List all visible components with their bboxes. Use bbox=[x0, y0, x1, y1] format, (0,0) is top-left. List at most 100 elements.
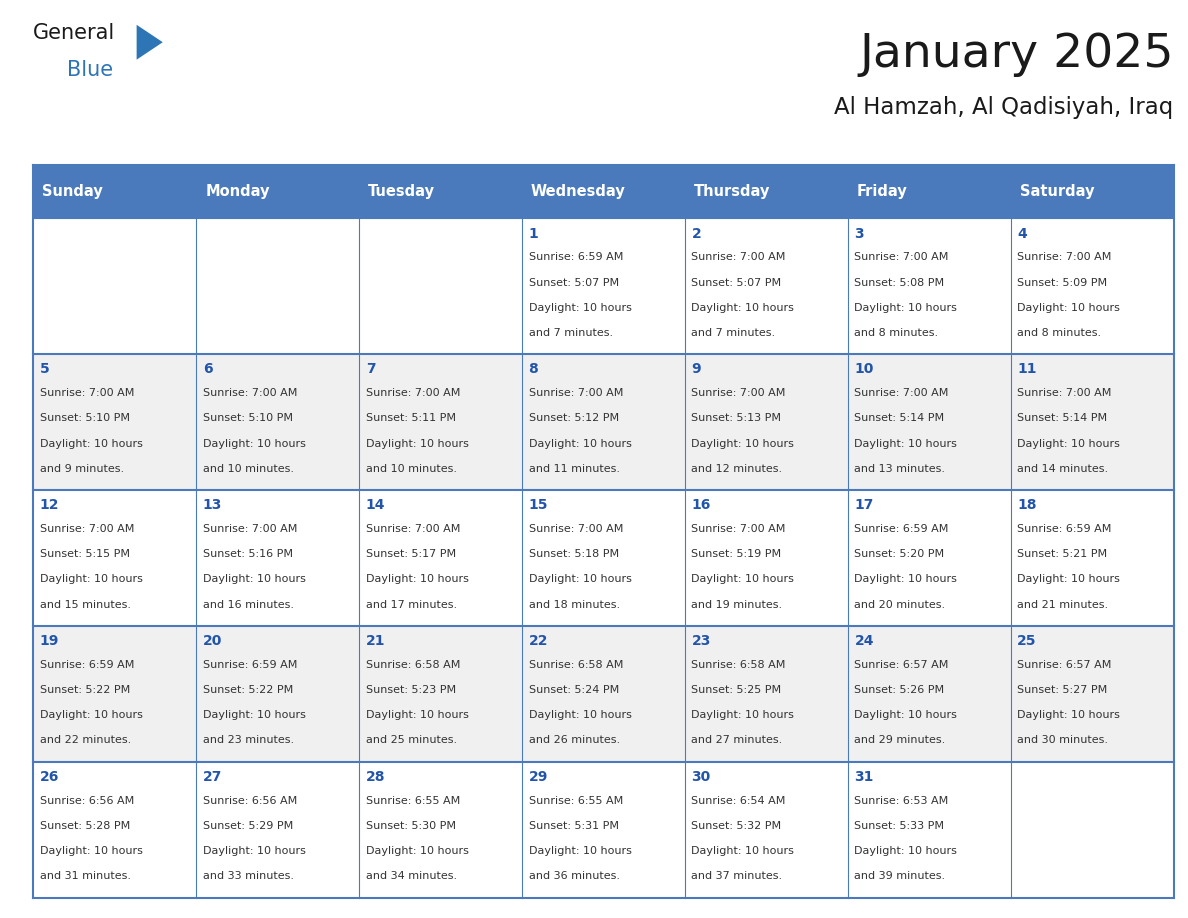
Bar bbox=[522, 490, 685, 626]
Bar bbox=[522, 218, 685, 354]
Text: Sunset: 5:26 PM: Sunset: 5:26 PM bbox=[854, 685, 944, 695]
Text: Sunrise: 7:00 AM: Sunrise: 7:00 AM bbox=[854, 388, 949, 398]
Text: 28: 28 bbox=[366, 770, 385, 784]
Polygon shape bbox=[137, 25, 163, 60]
Text: 13: 13 bbox=[203, 498, 222, 512]
Bar bbox=[685, 626, 848, 762]
Text: Daylight: 10 hours: Daylight: 10 hours bbox=[203, 846, 305, 856]
Text: Sunset: 5:15 PM: Sunset: 5:15 PM bbox=[39, 549, 129, 559]
Bar bbox=[848, 218, 1011, 354]
Text: and 37 minutes.: and 37 minutes. bbox=[691, 871, 783, 881]
Text: Thursday: Thursday bbox=[694, 185, 770, 199]
Text: Daylight: 10 hours: Daylight: 10 hours bbox=[529, 303, 632, 313]
Bar bbox=[685, 490, 848, 626]
Text: 7: 7 bbox=[366, 363, 375, 376]
Text: Sunset: 5:07 PM: Sunset: 5:07 PM bbox=[691, 277, 782, 287]
Bar bbox=[359, 218, 522, 354]
Text: Sunset: 5:33 PM: Sunset: 5:33 PM bbox=[854, 821, 944, 831]
Text: 10: 10 bbox=[854, 363, 874, 376]
Text: 2: 2 bbox=[691, 227, 701, 241]
Text: 15: 15 bbox=[529, 498, 548, 512]
Text: and 14 minutes.: and 14 minutes. bbox=[1017, 464, 1108, 474]
Text: and 30 minutes.: and 30 minutes. bbox=[1017, 735, 1108, 745]
Text: and 20 minutes.: and 20 minutes. bbox=[854, 599, 946, 610]
Bar bbox=[359, 490, 522, 626]
Text: Daylight: 10 hours: Daylight: 10 hours bbox=[203, 575, 305, 585]
Text: Sunrise: 6:56 AM: Sunrise: 6:56 AM bbox=[39, 796, 134, 806]
Text: Sunset: 5:23 PM: Sunset: 5:23 PM bbox=[366, 685, 456, 695]
Text: General: General bbox=[33, 23, 115, 43]
Text: 20: 20 bbox=[203, 634, 222, 648]
Text: Tuesday: Tuesday bbox=[368, 185, 435, 199]
Text: and 27 minutes.: and 27 minutes. bbox=[691, 735, 783, 745]
Bar bbox=[522, 762, 685, 898]
Text: Sunset: 5:14 PM: Sunset: 5:14 PM bbox=[1017, 413, 1107, 423]
Text: Sunset: 5:31 PM: Sunset: 5:31 PM bbox=[529, 821, 619, 831]
Text: and 19 minutes.: and 19 minutes. bbox=[691, 599, 783, 610]
Text: Daylight: 10 hours: Daylight: 10 hours bbox=[691, 575, 795, 585]
Text: and 10 minutes.: and 10 minutes. bbox=[366, 464, 456, 474]
Text: Sunrise: 6:58 AM: Sunrise: 6:58 AM bbox=[529, 660, 623, 670]
Text: and 12 minutes.: and 12 minutes. bbox=[691, 464, 783, 474]
Text: 18: 18 bbox=[1017, 498, 1037, 512]
Bar bbox=[848, 354, 1011, 490]
Text: and 13 minutes.: and 13 minutes. bbox=[854, 464, 946, 474]
Bar bbox=[848, 762, 1011, 898]
Text: Sunrise: 6:58 AM: Sunrise: 6:58 AM bbox=[691, 660, 785, 670]
Bar bbox=[1011, 218, 1174, 354]
Text: Daylight: 10 hours: Daylight: 10 hours bbox=[854, 303, 958, 313]
Text: Sunrise: 7:00 AM: Sunrise: 7:00 AM bbox=[691, 524, 785, 534]
Text: and 34 minutes.: and 34 minutes. bbox=[366, 871, 456, 881]
Text: Sunrise: 6:55 AM: Sunrise: 6:55 AM bbox=[529, 796, 623, 806]
Bar bbox=[1011, 626, 1174, 762]
Bar bbox=[359, 626, 522, 762]
Text: 24: 24 bbox=[854, 634, 874, 648]
Text: Sunset: 5:22 PM: Sunset: 5:22 PM bbox=[203, 685, 293, 695]
Text: Sunrise: 7:00 AM: Sunrise: 7:00 AM bbox=[39, 388, 134, 398]
Text: Sunrise: 6:57 AM: Sunrise: 6:57 AM bbox=[1017, 660, 1112, 670]
Text: 1: 1 bbox=[529, 227, 538, 241]
Text: Sunrise: 7:00 AM: Sunrise: 7:00 AM bbox=[529, 388, 623, 398]
Text: Monday: Monday bbox=[206, 185, 270, 199]
Text: 6: 6 bbox=[203, 363, 213, 376]
Text: Blue: Blue bbox=[67, 60, 113, 80]
Text: Sunrise: 6:55 AM: Sunrise: 6:55 AM bbox=[366, 796, 460, 806]
Text: and 17 minutes.: and 17 minutes. bbox=[366, 599, 456, 610]
Text: Sunset: 5:25 PM: Sunset: 5:25 PM bbox=[691, 685, 782, 695]
Text: Sunday: Sunday bbox=[43, 185, 103, 199]
Text: Daylight: 10 hours: Daylight: 10 hours bbox=[529, 575, 632, 585]
Bar bbox=[33, 165, 196, 218]
Text: Sunrise: 6:58 AM: Sunrise: 6:58 AM bbox=[366, 660, 460, 670]
Text: Daylight: 10 hours: Daylight: 10 hours bbox=[1017, 575, 1120, 585]
Text: Sunrise: 6:59 AM: Sunrise: 6:59 AM bbox=[1017, 524, 1112, 534]
Text: Sunset: 5:22 PM: Sunset: 5:22 PM bbox=[39, 685, 129, 695]
Text: Daylight: 10 hours: Daylight: 10 hours bbox=[366, 439, 468, 449]
Text: Sunset: 5:18 PM: Sunset: 5:18 PM bbox=[529, 549, 619, 559]
Text: Daylight: 10 hours: Daylight: 10 hours bbox=[1017, 711, 1120, 721]
Text: and 26 minutes.: and 26 minutes. bbox=[529, 735, 620, 745]
Text: Sunset: 5:21 PM: Sunset: 5:21 PM bbox=[1017, 549, 1107, 559]
Bar bbox=[196, 762, 359, 898]
Text: 26: 26 bbox=[39, 770, 59, 784]
Text: Daylight: 10 hours: Daylight: 10 hours bbox=[691, 439, 795, 449]
Text: 9: 9 bbox=[691, 363, 701, 376]
Text: and 16 minutes.: and 16 minutes. bbox=[203, 599, 293, 610]
Bar bbox=[33, 354, 196, 490]
Text: Daylight: 10 hours: Daylight: 10 hours bbox=[854, 711, 958, 721]
Text: Daylight: 10 hours: Daylight: 10 hours bbox=[39, 439, 143, 449]
Bar bbox=[196, 354, 359, 490]
Text: 3: 3 bbox=[854, 227, 864, 241]
Text: Sunset: 5:24 PM: Sunset: 5:24 PM bbox=[529, 685, 619, 695]
Text: Daylight: 10 hours: Daylight: 10 hours bbox=[691, 846, 795, 856]
Bar bbox=[33, 490, 196, 626]
Text: Sunrise: 6:59 AM: Sunrise: 6:59 AM bbox=[203, 660, 297, 670]
Text: Sunrise: 6:57 AM: Sunrise: 6:57 AM bbox=[854, 660, 949, 670]
Text: 23: 23 bbox=[691, 634, 710, 648]
Bar bbox=[685, 165, 848, 218]
Bar bbox=[359, 762, 522, 898]
Text: Sunrise: 7:00 AM: Sunrise: 7:00 AM bbox=[529, 524, 623, 534]
Text: and 36 minutes.: and 36 minutes. bbox=[529, 871, 620, 881]
Text: Sunset: 5:17 PM: Sunset: 5:17 PM bbox=[366, 549, 456, 559]
Text: and 15 minutes.: and 15 minutes. bbox=[39, 599, 131, 610]
Text: and 39 minutes.: and 39 minutes. bbox=[854, 871, 946, 881]
